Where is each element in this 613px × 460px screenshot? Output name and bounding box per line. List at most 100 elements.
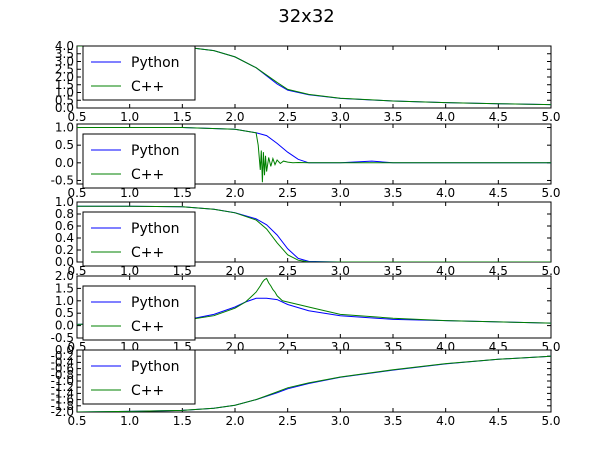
y-tick-label: 2.5	[55, 62, 74, 76]
x-tick-label: 3.5	[383, 414, 402, 428]
x-tick-label: 1.0	[120, 110, 139, 124]
y-tick-label: 1.0	[55, 294, 74, 308]
x-tick-label: 2.5	[278, 110, 297, 124]
x-tick-label: 4.0	[436, 264, 455, 278]
x-tick-label: 1.5	[173, 264, 192, 278]
y-tick-label: 0.2	[55, 243, 74, 257]
x-tick-label: 4.5	[489, 264, 508, 278]
y-tick-label: 3.5	[55, 47, 74, 61]
x-tick-label: 1.5	[173, 110, 192, 124]
legend: Python C++	[82, 45, 196, 101]
series-line-cpp	[77, 205, 551, 262]
x-tick-label: 0.5	[67, 414, 86, 428]
y-tick-label: -0.6	[51, 362, 74, 376]
y-tick-label: -2.0	[51, 405, 74, 419]
x-tick-label: 1.0	[120, 414, 139, 428]
y-tick-label: -0.4	[51, 355, 74, 369]
legend-label-python: Python	[131, 295, 180, 311]
y-tick-label: 0.6	[55, 219, 74, 233]
y-tick-label: 3.0	[55, 55, 74, 69]
legend: Python C++	[82, 349, 196, 405]
x-tick-label: 2.0	[225, 264, 244, 278]
y-tick-label: 1.0	[55, 195, 74, 209]
legend-label-python: Python	[131, 221, 180, 237]
x-tick-label: 5.0	[541, 414, 560, 428]
x-tick-label: 4.5	[489, 414, 508, 428]
x-tick-label: 2.0	[225, 186, 244, 200]
y-tick-label: 0.0	[55, 319, 74, 333]
x-tick-label: 4.5	[489, 186, 508, 200]
x-tick-label: 1.0	[120, 264, 139, 278]
x-tick-label: 3.5	[383, 186, 402, 200]
legend-label-cpp: C++	[131, 319, 164, 335]
y-tick-label: -1.6	[51, 393, 74, 407]
legend-label-python: Python	[131, 359, 180, 375]
y-tick-label: 0.0	[55, 255, 74, 269]
subplot-4: 0.5 1.0 1.5 2.0 2.5 3.0 3.5 4.0 4.5 5.0-0.50.00.5…	[51, 269, 561, 354]
x-tick-label: 2.5	[278, 264, 297, 278]
y-tick-label: 0.0	[55, 156, 74, 170]
legend: Python C++	[82, 285, 196, 341]
x-tick-label: 0.5	[67, 186, 86, 200]
x-tick-label: 2.0	[225, 110, 244, 124]
x-tick-label: 5.0	[541, 110, 560, 124]
y-tick-label: -1.0	[51, 374, 74, 388]
y-tick-label: 0.8	[55, 207, 74, 221]
x-tick-label: 4.0	[436, 110, 455, 124]
x-tick-label: 4.0	[436, 186, 455, 200]
y-tick-label: 0.5	[55, 306, 74, 320]
x-tick-label: 3.0	[331, 414, 350, 428]
x-tick-label: 3.5	[383, 110, 402, 124]
series-line-cpp	[77, 355, 551, 412]
x-tick-label: 2.5	[278, 414, 297, 428]
y-tick-label: 2.0	[55, 269, 74, 283]
y-tick-label: 2.0	[55, 70, 74, 84]
legend-box	[82, 211, 196, 267]
x-tick-label: 1.5	[173, 414, 192, 428]
y-tick-label: 0.0	[55, 101, 74, 115]
x-tick-label: 0.5	[67, 264, 86, 278]
x-tick-label: 1.0	[120, 186, 139, 200]
legend: Python C++	[82, 211, 196, 267]
y-tick-label: 4.0	[55, 39, 74, 53]
y-tick-label: 0.5	[55, 93, 74, 107]
legend-box	[82, 285, 196, 341]
y-tick-label: -0.5	[51, 173, 74, 187]
x-tick-label: 2.5	[278, 186, 297, 200]
y-tick-label: 1.0	[55, 121, 74, 135]
subplot-3: 0.5 1.0 1.5 2.0 2.5 3.0 3.5 4.0 4.5 5.00.00.20.40…	[55, 195, 561, 278]
subplot-5: 0.5 1.0 1.5 2.0 2.5 3.0 3.5 4.0 4.5 5.0-2.0-1.8-1…	[51, 343, 561, 428]
legend-label-cpp: C++	[131, 79, 164, 95]
x-tick-label: 1.5	[173, 186, 192, 200]
legend-box	[82, 45, 196, 101]
y-tick-label: 1.5	[55, 281, 74, 295]
series-line-python	[77, 297, 551, 325]
legend-label-cpp: C++	[131, 383, 164, 399]
x-tick-label: 3.5	[383, 264, 402, 278]
legend: Python C++	[82, 133, 196, 189]
y-tick-label: 0.5	[55, 138, 74, 152]
y-tick-label: 0.4	[55, 231, 74, 245]
series-line-cpp	[77, 277, 551, 325]
x-tick-label: 4.0	[436, 414, 455, 428]
legend-label-cpp: C++	[131, 167, 164, 183]
x-tick-label: 2.0	[225, 414, 244, 428]
x-tick-label: 3.0	[331, 264, 350, 278]
legend-box	[82, 133, 196, 189]
x-tick-label: 0.5	[67, 110, 86, 124]
y-tick-label: -1.2	[51, 380, 74, 394]
y-tick-label: 1.0	[55, 86, 74, 100]
y-tick-label: 1.5	[55, 78, 74, 92]
subplot-2: 0.5 1.0 1.5 2.0 2.5 3.0 3.5 4.0 4.5 5.0 -0.5 0.0 0.5…	[51, 121, 561, 200]
figure-title: 32x32	[278, 6, 335, 27]
y-tick-label: -0.2	[51, 349, 74, 363]
legend-label-python: Python	[131, 55, 180, 71]
x-tick-label: 3.0	[331, 186, 350, 200]
legend-label-python: Python	[131, 143, 180, 159]
y-tick-label: 0.0	[55, 343, 74, 357]
y-tick-label: -0.5	[51, 331, 74, 345]
y-tick-label: -1.8	[51, 399, 74, 413]
x-tick-label: 5.0	[541, 186, 560, 200]
subplot-1: 0.5 1.0 1.5 2.0 2.5 3.0 3.5 4.0 4.5 5.00.00.51.01…	[55, 39, 561, 124]
